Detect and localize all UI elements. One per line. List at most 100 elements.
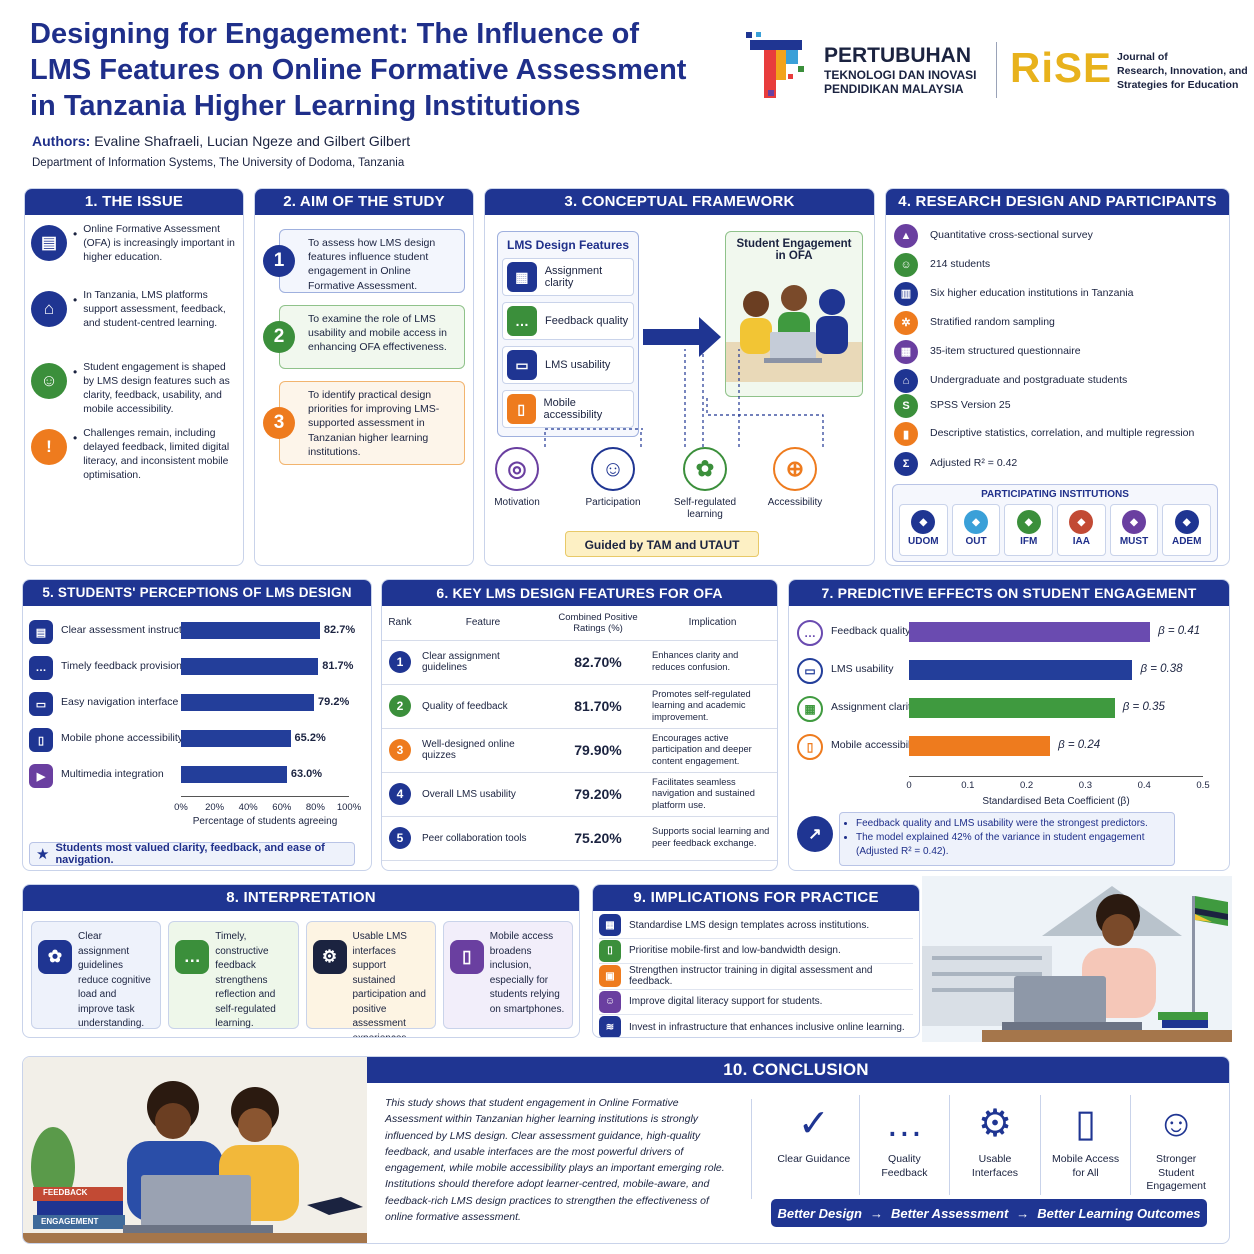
phone-icon: ▯ bbox=[449, 940, 484, 974]
authors-label: Authors: bbox=[32, 133, 91, 149]
implication-cell: Encourages active participation and deep… bbox=[648, 728, 777, 773]
students-icon: ☺ bbox=[894, 252, 918, 277]
mobile-icon: ▯ bbox=[599, 939, 621, 962]
x-axis-label: Percentage of students agreeing bbox=[192, 816, 338, 827]
clipboard-icon: ▦ bbox=[797, 696, 823, 722]
interpretation-card: ▯ Mobile access broadens inclusion, espec… bbox=[442, 921, 573, 1029]
interpretation-text: Usable LMS interfaces support sustained … bbox=[352, 931, 426, 1038]
beta-value-label: β = 0.24 bbox=[1058, 739, 1101, 751]
journal-name: Journal of Research, Innovation, and Str… bbox=[1117, 50, 1248, 92]
aim-text: To examine the role of LMS usability and… bbox=[308, 313, 447, 354]
x-axis-label: Standardised Beta Coefficient (β) bbox=[982, 796, 1130, 807]
x-tick-label: 100% bbox=[336, 802, 362, 813]
x-tick-label: 0.4 bbox=[1137, 780, 1151, 791]
col-feature: Feature bbox=[418, 606, 548, 641]
students-laptop-illustration bbox=[726, 285, 862, 382]
feature-cell: Clear assignment guidelines bbox=[418, 640, 548, 685]
org-line-3: PENDIDIKAN MALAYSIA bbox=[824, 82, 964, 96]
aim-item: To identify practical design priorities … bbox=[263, 381, 465, 465]
design-text: 35-item structured questionnaire bbox=[930, 344, 1081, 357]
aim-box: To examine the role of LMS usability and… bbox=[279, 305, 465, 369]
phone-icon: ▯ bbox=[797, 734, 823, 760]
smartphone-icon: ▯ bbox=[1075, 1103, 1097, 1145]
bar-chart-icon: ▮ bbox=[894, 422, 918, 446]
arrow-icon: → bbox=[1016, 1205, 1030, 1221]
rank-badge-icon: 2 bbox=[389, 695, 411, 717]
perception-value-label: 82.7% bbox=[323, 624, 356, 636]
rating-cell: 81.70% bbox=[548, 684, 648, 729]
checklist-icon: ✓ bbox=[797, 1103, 830, 1145]
aim-text: To identify practical design priorities … bbox=[308, 389, 440, 458]
predictor-bar bbox=[909, 622, 1151, 642]
rank-badge-icon: 1 bbox=[389, 651, 411, 673]
perceptions-title: 5. STUDENTS' PERCEPTIONS OF LMS DESIGN F… bbox=[23, 580, 371, 626]
dashed-connector bbox=[544, 428, 643, 447]
implication-cell: Promotes self-regulated learning and aca… bbox=[648, 684, 777, 729]
implication-item: ▯ Prioritise mobile-first and low-bandwid… bbox=[599, 939, 913, 964]
beta-value-label: β = 0.41 bbox=[1158, 625, 1201, 637]
implication-text: Invest in infrastructure that enhances i… bbox=[629, 1021, 905, 1033]
design-item: ✲ Stratified random sampling bbox=[894, 308, 1221, 337]
phone-icon: ▯ bbox=[507, 394, 536, 424]
books-feedback: FEEDBACK bbox=[43, 1188, 87, 1197]
rating-cell: 79.90% bbox=[548, 728, 648, 773]
aim-panel: 2. AIM OF THE STUDY To assess how LMS de… bbox=[254, 188, 474, 566]
feature-cell: Peer collaboration tools bbox=[418, 816, 548, 861]
framework-panel: 3. CONCEPTUAL FRAMEWORK LMS Design Featu… bbox=[484, 188, 875, 566]
template-icon: ▦ bbox=[599, 914, 621, 937]
predictive-note: The model explained 42% of the variance … bbox=[856, 831, 1166, 859]
rank-cell: 2 bbox=[382, 684, 418, 729]
x-tick-label: 0.3 bbox=[1078, 780, 1092, 791]
table-row: 5 Peer collaboration tools 75.20% Supports … bbox=[382, 816, 777, 861]
interpretation-card: … Timely, constructive feedback strengthe… bbox=[168, 921, 299, 1029]
lms-features-list: ▦ Assignment clarity … Feedback quality ▭ LMS… bbox=[498, 258, 638, 428]
perception-bar bbox=[181, 694, 315, 711]
institution-badge: ◆ IFM bbox=[1004, 504, 1054, 556]
dashed-connector bbox=[706, 395, 824, 447]
institution-crest-icon: ◆ bbox=[911, 510, 936, 534]
list-icon: ▤ bbox=[29, 620, 53, 644]
step-number-icon: 1 bbox=[263, 245, 295, 277]
books-feedback-text: FEEDBACK bbox=[43, 1188, 88, 1197]
rank-badge-icon: 5 bbox=[389, 827, 411, 849]
perception-bar bbox=[181, 730, 291, 747]
clipboard-icon: ▦ bbox=[894, 339, 918, 364]
brain-icon: ✿ bbox=[38, 940, 72, 974]
perceptions-note: ★ Students most valued clarity, feedback… bbox=[29, 842, 355, 866]
chat-icon: … bbox=[797, 620, 823, 646]
issue-panel: 1. THE ISSUE ▤ • Online Formative Assessme… bbox=[24, 188, 244, 566]
lms-features-box: LMS Design Features ▦ Assignment clarity …… bbox=[497, 231, 639, 437]
implication-cell: Facilitates seamless navigation and sust… bbox=[648, 772, 777, 817]
monitor-icon: ▭ bbox=[29, 692, 53, 716]
institution-name: IAA bbox=[1072, 536, 1090, 547]
table-row: 3 Well-designed online quizzes 79.90% Encou… bbox=[382, 728, 777, 773]
globe-icon: ⊕ bbox=[773, 447, 817, 491]
outcome-label: Self-regulated learning bbox=[673, 497, 737, 520]
predictor-bar bbox=[909, 698, 1115, 718]
institution-name: IFM bbox=[1020, 536, 1038, 547]
perception-category: Clear assessment instructions bbox=[61, 624, 202, 636]
document-icon: ▤ bbox=[31, 225, 67, 261]
predictive-notes: Feedback quality and LMS usability were … bbox=[839, 812, 1175, 866]
x-tick-label: 40% bbox=[238, 802, 258, 813]
wifi-icon: ≋ bbox=[599, 1016, 621, 1037]
rank-badge-icon: 4 bbox=[389, 783, 411, 805]
institution-badge: ◆ MUST bbox=[1109, 504, 1159, 556]
engagement-box: Student Engagement in OFA bbox=[725, 231, 863, 397]
rank-cell: 5 bbox=[382, 816, 418, 861]
key-features-table: Rank Feature Combined Positive Ratings (… bbox=[382, 606, 777, 861]
title-line-2: LMS Features on Online Formative Assessm… bbox=[30, 54, 687, 86]
table-row: 2 Quality of feedback 81.70% Promotes self-… bbox=[382, 684, 777, 729]
design-text: SPSS Version 25 bbox=[930, 399, 1011, 412]
implications-title: 9. IMPLICATIONS FOR PRACTICE bbox=[593, 885, 919, 911]
banner-outcomes: Better Learning Outcomes bbox=[1037, 1205, 1201, 1221]
rise-logo: RiSE bbox=[1010, 44, 1113, 91]
implication-text: Strengthen instructor training in digita… bbox=[629, 965, 873, 988]
issue-bullet: • bbox=[73, 365, 78, 379]
org-line-1: PERTUBUHAN bbox=[824, 44, 971, 67]
implications-panel: 9. IMPLICATIONS FOR PRACTICE ▦ Standardis… bbox=[592, 884, 920, 1038]
beta-value-label: β = 0.38 bbox=[1140, 663, 1183, 675]
feature-cell: Quality of feedback bbox=[418, 684, 548, 729]
graduate-icon: ⌂ bbox=[894, 368, 918, 393]
x-tick-label: 0.2 bbox=[1019, 780, 1034, 791]
